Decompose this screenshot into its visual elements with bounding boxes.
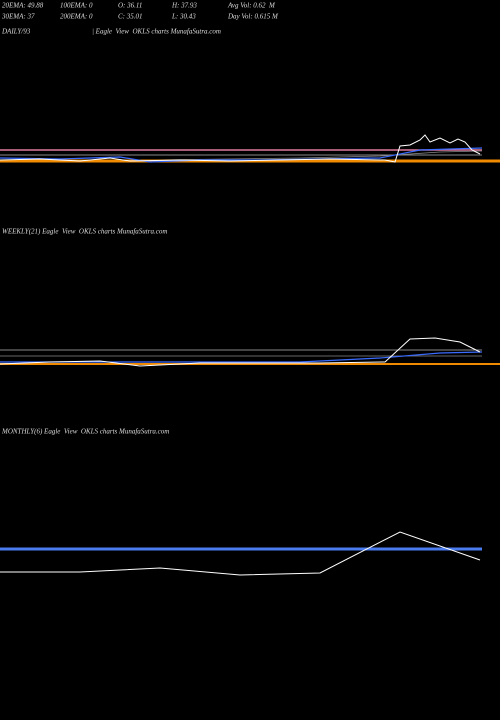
header-stat: C: 35.01 — [118, 13, 143, 21]
header-stat: Avg Vol: 0.62 M — [227, 2, 276, 10]
header-stat: L: 30.43 — [171, 13, 196, 21]
header-stat: 200EMA: 0 — [60, 13, 93, 21]
daily-lines — [0, 134, 500, 163]
header-stat: 100EMA: 0 — [60, 2, 93, 10]
price-line — [0, 531, 481, 576]
header-stat: 30EMA: 37 — [1, 13, 35, 21]
panel-label: MONTHLY(6) Eagle View OKLS charts Munafa… — [1, 428, 169, 436]
price-line — [0, 337, 481, 367]
header-stat: O: 36.11 — [118, 2, 142, 10]
weekly-lines — [0, 337, 500, 367]
header-stat: H: 37.93 — [171, 2, 197, 10]
ema-line — [0, 147, 483, 163]
panel-label: DAILY/93 — [1, 28, 31, 36]
header: 20EMA: 49.88 100EMA: 0 O: 36.11 H: 37.93 Avg… — [1, 2, 279, 21]
header-stat: 20EMA: 49.88 — [2, 2, 44, 10]
panel-label: WEEKLY(21) Eagle View OKLS charts Munafa… — [2, 228, 167, 236]
monthly-lines — [0, 531, 482, 576]
panel-caption: | Eagle View OKLS charts MunafaSutra.com — [92, 28, 221, 36]
header-stat: Day Vol: 0.615 M — [227, 13, 279, 21]
price-line — [0, 134, 481, 163]
ema-line — [0, 351, 483, 363]
